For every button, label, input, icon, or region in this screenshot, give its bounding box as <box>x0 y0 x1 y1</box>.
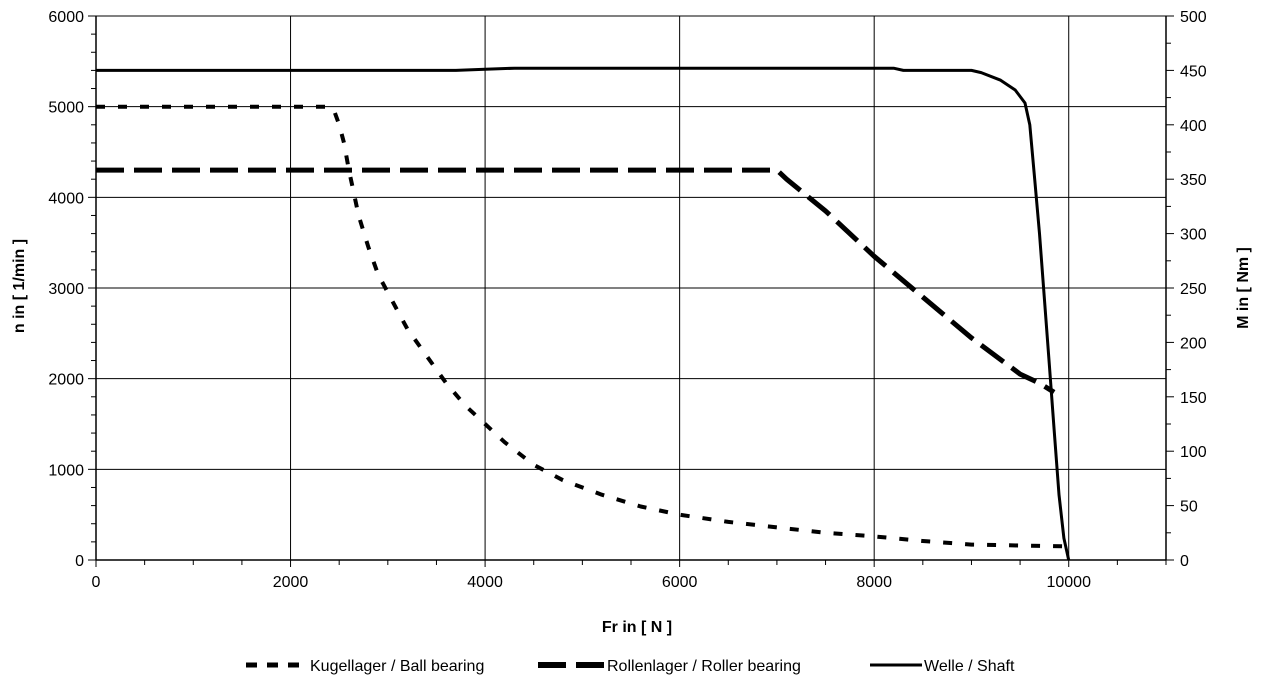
legend-label-ball-bearing: Kugellager / Ball bearing <box>310 658 484 675</box>
y2-tick-label: 350 <box>1180 172 1207 189</box>
shaft-line <box>96 66 1071 561</box>
y2-tick-label: 500 <box>1180 9 1207 26</box>
legend-label-shaft: Welle / Shaft <box>924 658 1015 675</box>
y2-tick-label: 250 <box>1180 281 1207 298</box>
x-tick-label: 2000 <box>273 574 309 591</box>
x-tick-label: 4000 <box>467 574 503 591</box>
x-axis: 0 2000 4000 6000 8000 10000 <box>92 560 1167 591</box>
y2-axis-title: M in [ Nm ] <box>1235 247 1252 329</box>
legend: Kugellager / Ball bearing Rollenlager / … <box>246 658 1015 675</box>
y2-tick-label: 0 <box>1180 553 1189 570</box>
y-tick-label: 4000 <box>48 190 84 207</box>
y-tick-label: 0 <box>75 553 84 570</box>
roller-bearing-line <box>96 167 1056 395</box>
x-axis-title: Fr in [ N ] <box>602 619 672 636</box>
grid-lines <box>96 15 1166 560</box>
y2-tick-label: 400 <box>1180 118 1207 135</box>
x-tick-label: 8000 <box>856 574 892 591</box>
series-lines <box>96 66 1071 561</box>
y-axis-right: 0 50 100 150 200 250 300 350 400 450 500 <box>1166 9 1207 570</box>
x-tick-label: 10000 <box>1046 574 1091 591</box>
y-axis-title: n in [ 1/min ] <box>11 239 28 333</box>
y-tick-label: 2000 <box>48 372 84 389</box>
y2-tick-label: 150 <box>1180 390 1207 407</box>
x-tick-label: 6000 <box>662 574 698 591</box>
y2-tick-label: 200 <box>1180 335 1207 352</box>
ball-bearing-line <box>96 104 1069 549</box>
y2-tick-label: 50 <box>1180 499 1198 516</box>
y-axis-left: 0 1000 2000 3000 4000 5000 6000 <box>48 9 96 570</box>
legend-label-roller-bearing: Rollenlager / Roller bearing <box>607 658 801 675</box>
y2-tick-label: 300 <box>1180 227 1207 244</box>
y-tick-label: 3000 <box>48 281 84 298</box>
y-tick-label: 1000 <box>48 462 84 479</box>
y2-tick-label: 100 <box>1180 444 1207 461</box>
y-tick-label: 5000 <box>48 100 84 117</box>
y2-tick-label: 450 <box>1180 63 1207 80</box>
x-tick-label: 0 <box>92 574 101 591</box>
y-tick-label: 6000 <box>48 9 84 26</box>
